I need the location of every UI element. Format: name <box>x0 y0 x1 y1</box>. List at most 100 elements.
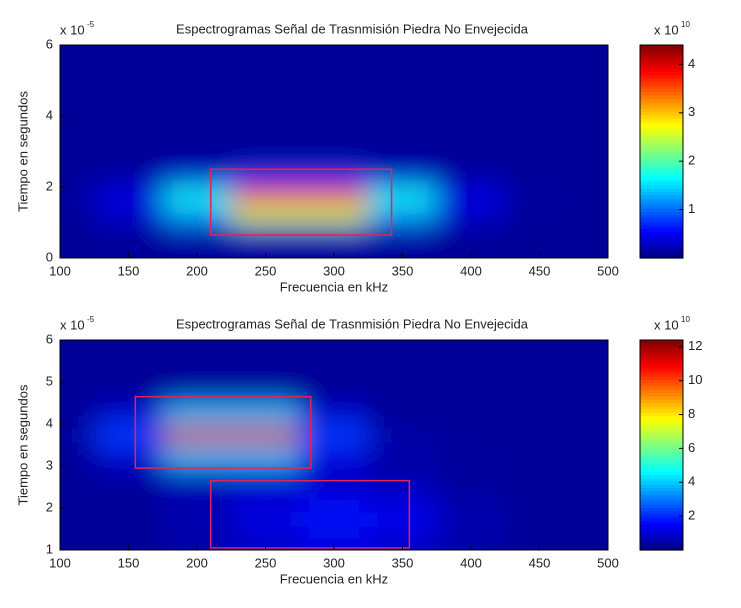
heatmap-cell <box>573 187 608 206</box>
colorbar-step <box>640 536 683 541</box>
heatmap-cell <box>231 445 301 467</box>
heatmap-cell <box>231 466 301 488</box>
heatmap-cell <box>60 361 96 383</box>
heatmap-cell <box>505 45 575 64</box>
colorbar-step <box>640 141 683 146</box>
colorbar-step <box>640 438 683 443</box>
colorbar-step <box>640 101 683 106</box>
heatmap-cell <box>162 45 233 64</box>
colorbar-step <box>640 121 683 126</box>
colorbar-step <box>640 154 683 159</box>
heatmap-cell <box>162 445 233 467</box>
heatmap-area <box>60 45 608 258</box>
heatmap-cell <box>573 222 608 242</box>
heatmap-cell <box>573 169 608 188</box>
colorbar-step <box>640 402 683 407</box>
colorbar-step <box>640 64 683 69</box>
colorbar-step <box>640 418 683 423</box>
heatmap-cell <box>231 529 301 550</box>
colorbar-step <box>640 527 683 531</box>
heatmap-cell <box>60 222 96 242</box>
colorbar-tick-label: 2 <box>688 508 695 523</box>
color-multiplier-exponent: 10 <box>681 20 690 29</box>
colorbar-step <box>640 362 683 367</box>
heatmap-cell <box>94 240 164 258</box>
heatmap-cell <box>505 529 575 550</box>
heatmap-cell <box>60 508 96 530</box>
y-axis-label: Tiempo en segundos <box>15 91 30 212</box>
y-tick-label: 5 <box>46 373 53 388</box>
colorbar-step <box>640 481 683 485</box>
region-box <box>209 479 411 549</box>
y-tick-label: 6 <box>46 36 53 51</box>
heatmap-cell <box>505 445 575 467</box>
heatmap-cell <box>368 98 438 117</box>
heatmap-cell <box>162 62 233 82</box>
x-tick-label: 350 <box>392 263 414 278</box>
colorbar-step <box>640 194 683 199</box>
colorbar-step <box>640 111 683 116</box>
heatmap-cell <box>162 169 233 188</box>
color-multiplier-exponent: 10 <box>681 315 690 324</box>
x-axis-label: Frecuencia en kHz <box>280 279 388 294</box>
heatmap-cell <box>60 80 96 100</box>
colorbar-step <box>640 464 683 469</box>
heatmap-cell <box>505 133 575 153</box>
heatmap-cell <box>505 487 575 509</box>
heatmap-cell <box>505 169 575 188</box>
heatmap-cell <box>573 62 608 82</box>
heatmap-cell <box>299 187 370 206</box>
heatmap-cell <box>299 340 370 362</box>
y-tick-label: 4 <box>46 107 53 122</box>
y-tick-label: 3 <box>46 457 53 472</box>
colorbar-step <box>640 454 683 459</box>
colorbar-step <box>640 349 683 354</box>
heatmap-cell <box>368 508 438 530</box>
heatmap-cell <box>299 116 370 135</box>
colorbar-step <box>640 405 683 410</box>
colorbar-step <box>640 161 683 166</box>
region-box <box>209 168 393 236</box>
heatmap-cell <box>573 151 608 171</box>
heatmap-cell <box>436 508 507 530</box>
y-tick-label: 2 <box>46 178 53 193</box>
heatmap-cell <box>231 133 301 153</box>
heatmap-cell <box>505 508 575 530</box>
colorbar-step <box>640 134 683 139</box>
colorbar-tick-label: 1 <box>688 201 695 216</box>
heatmap-cell <box>231 382 301 404</box>
heatmap-cell <box>368 340 438 362</box>
colorbar-step <box>640 546 683 551</box>
heatmap-cell <box>299 240 370 258</box>
heatmap-cell <box>505 62 575 82</box>
heatmap-cell <box>573 445 608 467</box>
colorbar-step <box>640 201 683 206</box>
colorbar-step <box>640 425 683 430</box>
colorbar-tick-label: 6 <box>688 440 695 455</box>
colorbar-step <box>640 343 683 348</box>
colorbar-step <box>640 144 683 149</box>
heatmap-cell <box>368 116 438 135</box>
chart-title: Espectrogramas Señal de Trasnmisión Pied… <box>176 316 529 331</box>
heatmap-cell <box>60 133 96 153</box>
x-tick-label: 300 <box>323 263 345 278</box>
heatmap-cell <box>299 98 370 117</box>
heatmap-cell <box>231 62 301 82</box>
heatmap-cell <box>368 45 438 64</box>
heatmap-cell <box>60 424 96 446</box>
heatmap-cell <box>60 62 96 82</box>
colorbar-step <box>640 131 683 136</box>
x-tick-label: 450 <box>529 555 551 570</box>
heatmap-cell <box>436 240 507 258</box>
heatmap-cell <box>573 466 608 488</box>
heatmap-cell <box>299 151 370 171</box>
colorbar-step <box>640 431 683 436</box>
heatmap-cell <box>436 466 507 488</box>
heatmap-cell <box>60 240 96 258</box>
colorbar-step <box>640 221 683 226</box>
heatmap-cell <box>368 487 438 509</box>
heatmap-cell <box>436 151 507 171</box>
heatmap-cell <box>505 80 575 100</box>
heatmap-cell <box>368 240 438 258</box>
